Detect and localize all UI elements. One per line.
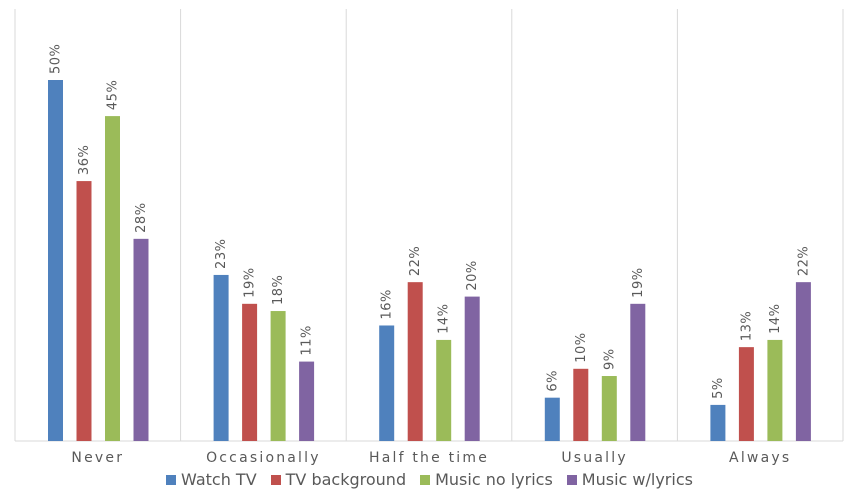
data-label: 28% <box>134 202 149 232</box>
category-label: Half the time <box>369 450 489 466</box>
legend-swatch <box>166 474 177 485</box>
category-label: Never <box>71 450 124 466</box>
data-label: 45% <box>106 80 121 110</box>
bar-watch-tv-half-the-time <box>379 325 395 441</box>
data-label: 10% <box>574 332 589 362</box>
legend-item: TV background <box>270 470 407 489</box>
bar-tv-background-usually <box>573 368 589 441</box>
data-label: 19% <box>631 267 646 297</box>
bar-tv-background-always <box>738 347 754 441</box>
bar-music-no-lyrics-usually <box>601 376 617 441</box>
legend-item: Music no lyrics <box>420 470 553 489</box>
data-label: 14% <box>768 304 783 334</box>
data-label: 19% <box>243 267 258 297</box>
category-label: Occasionally <box>206 450 321 466</box>
legend-label: Music no lyrics <box>435 470 553 489</box>
bar-music-no-lyrics-always <box>767 339 783 441</box>
bar-music-no-lyrics-half-the-time <box>436 339 452 441</box>
legend-swatch <box>420 474 431 485</box>
bar-watch-tv-usually <box>544 397 560 441</box>
bar-music-no-lyrics-never <box>105 116 120 441</box>
bar-watch-tv-never <box>48 80 63 441</box>
data-label: 14% <box>437 304 452 334</box>
bar-music-w-lyrics-never <box>133 238 149 441</box>
legend-label: Music w/lyrics <box>581 470 693 489</box>
legend-swatch <box>566 474 577 485</box>
legend-label: Watch TV <box>181 470 257 489</box>
bar-tv-background-never <box>76 181 92 441</box>
data-label: 23% <box>214 239 229 269</box>
data-label: 18% <box>271 275 286 305</box>
bar-tv-background-occasionally <box>242 303 258 441</box>
legend-swatch <box>270 474 281 485</box>
bar-music-w-lyrics-always <box>795 282 811 441</box>
bar-music-w-lyrics-half-the-time <box>464 296 480 441</box>
data-label: 22% <box>796 246 811 276</box>
legend-item: Music w/lyrics <box>566 470 693 489</box>
category-label: Usually <box>561 450 627 466</box>
bar-watch-tv-always <box>710 404 726 441</box>
bar-music-w-lyrics-occasionally <box>299 361 315 441</box>
data-label: 36% <box>77 145 92 175</box>
data-label: 6% <box>545 370 560 392</box>
data-label: 11% <box>300 325 315 355</box>
bar-music-w-lyrics-usually <box>630 303 646 441</box>
legend-item: Watch TV <box>166 470 257 489</box>
data-label: 50% <box>49 44 64 74</box>
legend: Watch TV TV background Music no lyrics Musi… <box>0 470 859 489</box>
bar-watch-tv-occasionally <box>213 274 229 441</box>
bar-music-no-lyrics-occasionally <box>270 311 286 441</box>
bar-tv-background-half-the-time <box>407 282 423 441</box>
data-label: 13% <box>739 311 754 341</box>
data-label: 9% <box>602 348 617 370</box>
legend-label: TV background <box>285 470 407 489</box>
data-label: 16% <box>380 289 395 319</box>
data-label: 22% <box>408 246 423 276</box>
data-label: 5% <box>711 377 726 399</box>
data-label: 20% <box>465 260 480 290</box>
category-label: Always <box>729 450 791 466</box>
